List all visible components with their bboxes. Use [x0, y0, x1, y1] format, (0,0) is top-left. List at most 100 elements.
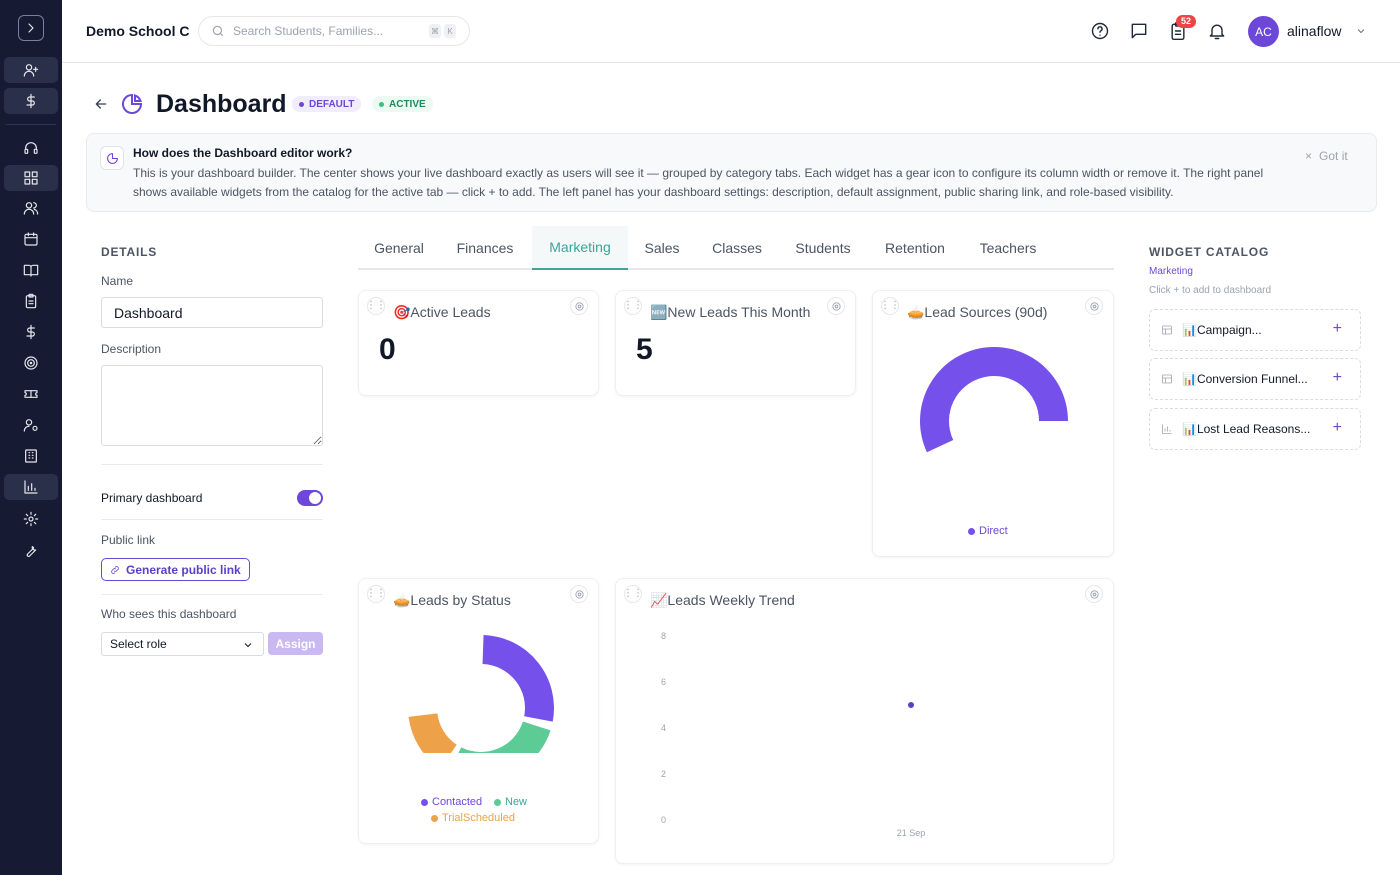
widget-settings-button[interactable]	[570, 297, 588, 315]
drag-handle-icon[interactable]: ⋮⋮	[880, 297, 900, 315]
pie-slice-contacted[interactable]	[482, 635, 554, 722]
tab-marketing[interactable]: Marketing	[532, 226, 628, 270]
target-icon	[24, 356, 38, 370]
rail-settings[interactable]	[4, 506, 58, 532]
user-plus-icon	[23, 64, 39, 77]
rail-locations[interactable]	[4, 443, 58, 469]
dismiss-banner-button[interactable]: × Got it	[1305, 149, 1348, 163]
tab-general[interactable]: General	[374, 240, 424, 256]
tab-teachers[interactable]: Teachers	[979, 240, 1037, 256]
school-name[interactable]: Demo School C	[86, 23, 190, 39]
user-name[interactable]: alinaflow	[1287, 23, 1342, 39]
gear-icon	[1089, 589, 1099, 599]
widget-settings-button[interactable]	[827, 297, 845, 315]
tab-retention[interactable]: Retention	[885, 240, 945, 256]
dollar-icon	[26, 324, 35, 340]
widget-value: 5	[636, 333, 653, 366]
divider	[101, 594, 323, 595]
rail-staff[interactable]	[4, 412, 58, 438]
drag-handle-icon[interactable]: ⋮⋮	[366, 585, 386, 603]
add-widget-button[interactable]: +	[1332, 419, 1342, 436]
legend-trialscheduled: TrialScheduled	[431, 812, 515, 824]
headset-icon	[24, 142, 38, 154]
book-open-icon	[23, 264, 39, 277]
dismiss-label: Got it	[1319, 149, 1348, 163]
catalog-item[interactable]: 📊Lost Lead Reasons... +	[1149, 408, 1361, 450]
user-menu-toggle[interactable]	[1355, 25, 1367, 37]
tab-finances[interactable]: Finances	[456, 240, 514, 256]
table-icon	[1161, 373, 1173, 385]
assign-button[interactable]: Assign	[268, 632, 323, 655]
role-select[interactable]: Select role	[101, 632, 264, 656]
rail-families[interactable]	[4, 195, 58, 221]
chevron-right-icon	[28, 23, 34, 33]
rail-finance[interactable]	[4, 319, 58, 345]
widget-settings-button[interactable]	[570, 585, 588, 603]
search-input[interactable]: Search Students, Families... ⌘ K	[198, 16, 470, 46]
category-tabs: General Finances Marketing Sales Classes…	[358, 226, 1114, 270]
rail-dashboards[interactable]	[4, 165, 58, 191]
rail-tools[interactable]	[4, 537, 58, 563]
scatter-point[interactable]	[908, 702, 914, 708]
role-select-value: Select role	[110, 637, 167, 651]
widget-settings-button[interactable]	[1085, 297, 1103, 315]
clipboard-icon	[25, 293, 37, 309]
message-square-icon	[1131, 23, 1147, 39]
bell-icon	[1209, 24, 1225, 40]
rail-tasks[interactable]	[4, 288, 58, 314]
rail-billing[interactable]	[4, 88, 58, 114]
tab-classes[interactable]: Classes	[712, 240, 762, 256]
user-cog-icon	[23, 419, 38, 432]
rail-courses[interactable]	[4, 257, 58, 283]
catalog-item-label: 📊Lost Lead Reasons...	[1182, 422, 1311, 436]
help-banner: How does the Dashboard editor work? This…	[86, 133, 1377, 212]
rail-goals[interactable]	[4, 350, 58, 376]
drag-handle-icon[interactable]: ⋮⋮	[623, 297, 643, 315]
rail-reports[interactable]	[4, 474, 58, 500]
widget-title: 🥧Lead Sources (90d)	[907, 304, 1048, 320]
catalog-header: WIDGET CATALOG	[1149, 245, 1270, 259]
drag-handle-icon[interactable]: ⋮⋮	[623, 585, 643, 603]
primary-dashboard-toggle[interactable]	[297, 490, 323, 506]
widget-settings-button[interactable]	[1085, 585, 1103, 603]
tab-students[interactable]: Students	[795, 240, 851, 256]
rail-support[interactable]	[4, 135, 58, 161]
catalog-item[interactable]: 📊Campaign... +	[1149, 309, 1361, 351]
back-button[interactable]	[93, 96, 109, 112]
bar-chart-icon	[1161, 423, 1173, 435]
dollar-icon	[26, 93, 35, 109]
pie-slice-direct[interactable]	[920, 347, 1068, 453]
legend-label: Contacted	[432, 796, 483, 808]
name-label: Name	[101, 274, 134, 288]
catalog-item[interactable]: 📊Conversion Funnel... +	[1149, 358, 1361, 400]
rail-add-lead[interactable]	[4, 57, 58, 83]
add-widget-button[interactable]: +	[1332, 369, 1342, 386]
add-widget-button[interactable]: +	[1332, 320, 1342, 337]
help-button[interactable]	[1090, 21, 1110, 41]
rail-tickets[interactable]	[4, 381, 58, 407]
name-field[interactable]	[101, 297, 323, 328]
widget-lead-sources: ⋮⋮ 🥧Lead Sources (90d) Direct	[872, 290, 1114, 557]
kbd-k: K	[444, 24, 456, 38]
pie-slice-new[interactable]	[448, 721, 551, 753]
generate-public-link-button[interactable]: Generate public link	[101, 558, 250, 581]
gear-icon	[1089, 301, 1099, 311]
description-field[interactable]	[101, 365, 323, 446]
drag-handle-icon[interactable]: ⋮⋮	[366, 297, 386, 315]
widget-title: 🎯Active Leads	[393, 304, 491, 320]
expand-sidebar-button[interactable]	[18, 15, 44, 41]
messages-button[interactable]	[1129, 21, 1149, 41]
weekly-trend-chart: 0 2 4 6 8 21 Sep	[661, 631, 925, 838]
y-tick-label: 4	[661, 723, 666, 733]
tab-sales[interactable]: Sales	[644, 240, 680, 256]
notifications-button[interactable]	[1207, 21, 1227, 41]
divider	[101, 464, 323, 465]
widget-active-leads: ⋮⋮ 🎯Active Leads 0	[358, 290, 599, 396]
avatar[interactable]: AC	[1248, 16, 1279, 47]
rail-calendar[interactable]	[4, 226, 58, 252]
ticket-icon	[24, 390, 38, 398]
dashboard-grid-icon	[24, 171, 38, 185]
public-link-label: Public link	[101, 533, 156, 547]
close-icon: ×	[1305, 149, 1313, 163]
pie-slice-trialscheduled[interactable]	[408, 713, 457, 753]
